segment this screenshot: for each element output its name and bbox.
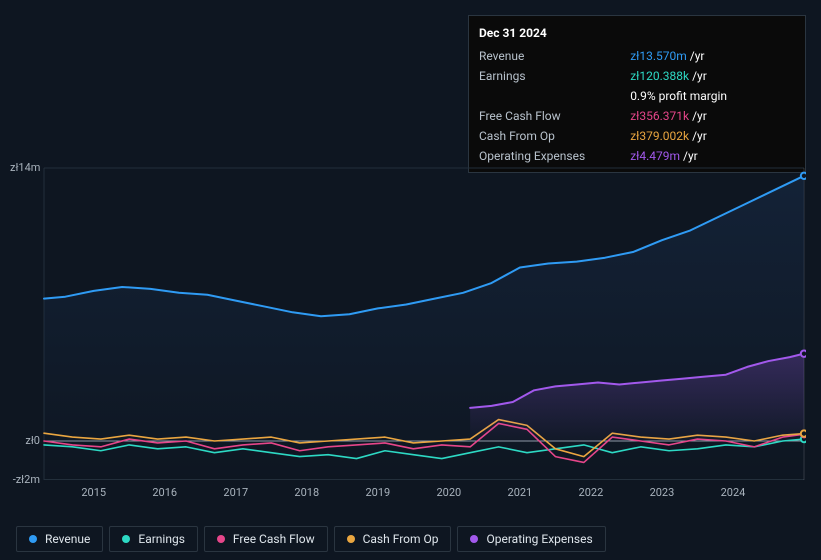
tooltip-value: zł13.570m (630, 49, 687, 63)
tooltip-label: Revenue (469, 46, 620, 66)
tooltip-value: zł356.371k (630, 109, 689, 123)
tooltip-value-cell: zł13.570m /yr (620, 46, 805, 66)
tooltip-value: zł379.002k (630, 129, 689, 143)
legend-label: Cash From Op (363, 532, 439, 546)
x-axis-label: 2019 (365, 486, 390, 499)
legend-item[interactable]: Operating Expenses (457, 526, 605, 552)
legend-label: Revenue (45, 532, 90, 546)
x-axis-label: 2021 (508, 486, 533, 499)
chart-legend: Revenue Earnings Free Cash Flow Cash From O… (16, 526, 606, 552)
financials-chart[interactable]: zł14mzł0-zł2m 20152016201720182019202020… (16, 158, 806, 518)
legend-color-dot (347, 535, 355, 543)
legend-item[interactable]: Cash From Op (334, 526, 452, 552)
x-axis-label: 2022 (579, 486, 604, 499)
x-axis-label: 2016 (152, 486, 177, 499)
x-axis-label: 2015 (81, 486, 106, 499)
tooltip-unit: profit margin (656, 89, 727, 103)
tooltip-unit: /yr (689, 129, 707, 143)
x-axis-label: 2017 (223, 486, 248, 499)
tooltip-value: 0.9% (630, 89, 655, 103)
tooltip-value-cell: zł356.371k /yr (620, 106, 805, 126)
legend-label: Earnings (138, 532, 185, 546)
tooltip-row: Cash From Opzł379.002k /yr (469, 126, 805, 146)
tooltip-row: Revenuezł13.570m /yr (469, 46, 805, 66)
tooltip-date: Dec 31 2024 (469, 22, 805, 46)
y-axis-label: zł0 (10, 434, 40, 447)
x-axis-label: 2018 (294, 486, 319, 499)
legend-color-dot (217, 535, 225, 543)
chart-tooltip: Dec 31 2024 Revenuezł13.570m /yrEarnings… (468, 15, 806, 173)
tooltip-row: 0.9% profit margin (469, 86, 805, 106)
y-axis-label: -zł2m (10, 473, 40, 486)
tooltip-label (469, 86, 620, 106)
tooltip-value-cell: zł120.388k /yr (620, 66, 805, 86)
tooltip-value-cell: 0.9% profit margin (620, 86, 805, 106)
legend-color-dot (470, 535, 478, 543)
legend-color-dot (122, 535, 130, 543)
tooltip-table: Revenuezł13.570m /yrEarningszł120.388k /… (469, 46, 805, 166)
tooltip-row: Earningszł120.388k /yr (469, 66, 805, 86)
y-axis-label: zł14m (10, 161, 40, 174)
tooltip-value-cell: zł379.002k /yr (620, 126, 805, 146)
tooltip-label: Earnings (469, 66, 620, 86)
tooltip-value: zł120.388k (630, 69, 689, 83)
x-axis-label: 2020 (436, 486, 461, 499)
legend-label: Free Cash Flow (233, 532, 315, 546)
x-axis-label: 2023 (650, 486, 675, 499)
tooltip-unit: /yr (689, 109, 707, 123)
tooltip-unit: /yr (687, 49, 705, 63)
legend-item[interactable]: Earnings (109, 526, 198, 552)
tooltip-label: Free Cash Flow (469, 106, 620, 126)
legend-label: Operating Expenses (486, 532, 592, 546)
tooltip-row: Free Cash Flowzł356.371k /yr (469, 106, 805, 126)
x-axis-label: 2024 (721, 486, 746, 499)
legend-item[interactable]: Revenue (16, 526, 103, 552)
legend-item[interactable]: Free Cash Flow (204, 526, 328, 552)
tooltip-unit: /yr (689, 69, 707, 83)
legend-color-dot (29, 535, 37, 543)
tooltip-label: Cash From Op (469, 126, 620, 146)
